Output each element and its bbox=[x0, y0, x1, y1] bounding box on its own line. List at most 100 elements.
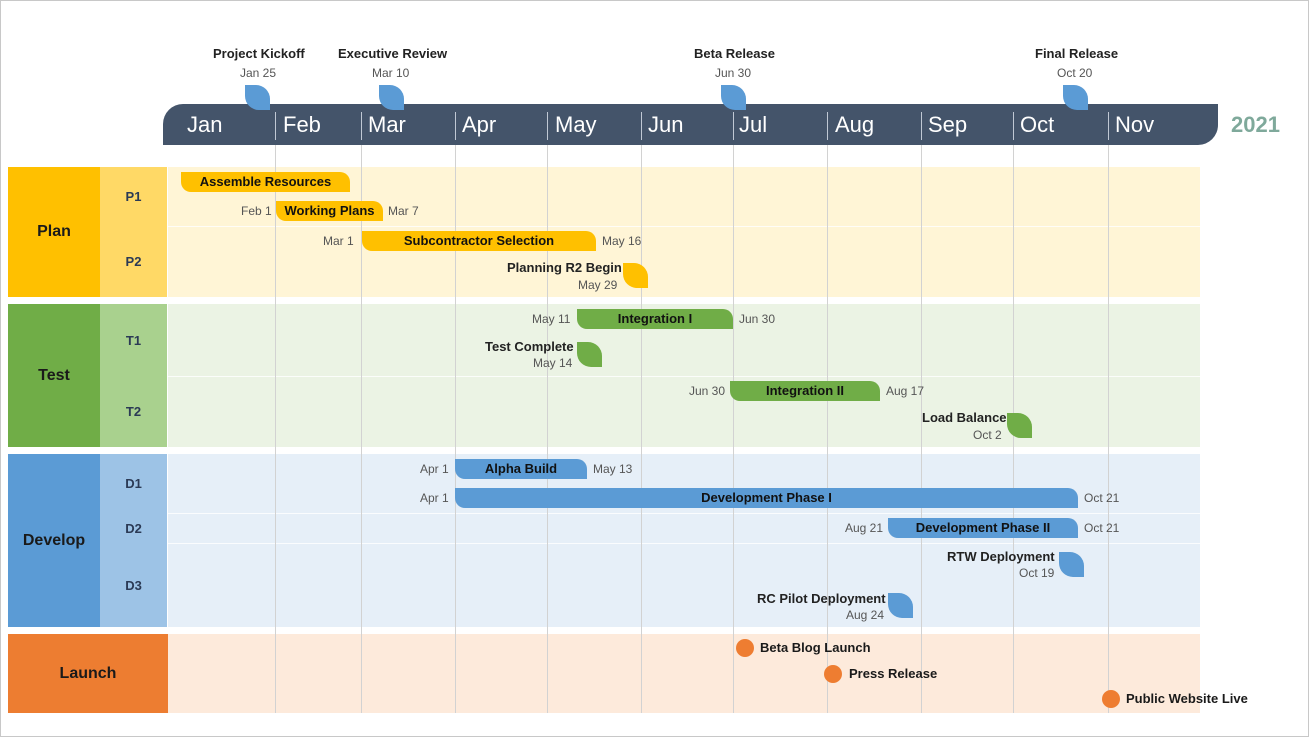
milestone-marker bbox=[577, 342, 602, 367]
top-milestone-label: Executive Review bbox=[338, 46, 448, 61]
top-milestone-date: Jan 25 bbox=[240, 66, 277, 80]
month-gridline bbox=[1108, 145, 1109, 713]
top-milestone-date: Jun 30 bbox=[715, 66, 752, 80]
milestone-label: Test Complete bbox=[485, 339, 574, 354]
month-separator bbox=[921, 112, 922, 140]
task-start-date: Mar 1 bbox=[323, 234, 354, 248]
month-jun: Jun bbox=[648, 112, 684, 137]
month-gridline bbox=[275, 145, 276, 713]
month-separator bbox=[641, 112, 642, 140]
month-gridline bbox=[547, 145, 548, 713]
task-end-date: Aug 17 bbox=[886, 384, 925, 398]
top-milestone-label: Beta Release bbox=[694, 46, 775, 61]
month-separator bbox=[1013, 112, 1014, 140]
milestone-label: Planning R2 Begin bbox=[507, 260, 622, 275]
task-bar: Subcontractor Selection bbox=[362, 231, 596, 251]
milestone-label: RC Pilot Deployment bbox=[757, 591, 886, 606]
task-start-date: Apr 1 bbox=[420, 462, 449, 476]
milestone-date: Aug 24 bbox=[846, 608, 885, 622]
top-milestone-date: Mar 10 bbox=[372, 66, 410, 80]
month-separator bbox=[275, 112, 276, 140]
group-develop-label: Develop bbox=[22, 531, 86, 549]
sub-label: P2 bbox=[125, 254, 142, 269]
month-gridline bbox=[921, 145, 922, 713]
task-start-date: May 11 bbox=[532, 312, 571, 326]
task-end-date: May 13 bbox=[593, 462, 633, 476]
task-start-date: Aug 21 bbox=[845, 521, 884, 535]
group-test-label: Test bbox=[38, 366, 70, 384]
milestone-label: RTW Deployment bbox=[947, 549, 1055, 564]
sub-label: D1 bbox=[125, 476, 142, 491]
milestone-marker bbox=[379, 85, 404, 110]
task-end-date: May 16 bbox=[602, 234, 642, 248]
sub-label: D2 bbox=[125, 520, 142, 536]
sub-p1: P1 bbox=[100, 167, 167, 226]
launch-event-label: Press Release bbox=[849, 666, 938, 681]
milestone-marker bbox=[888, 593, 913, 618]
launch-event-marker bbox=[1102, 690, 1120, 708]
task-end-date: Oct 21 bbox=[1084, 491, 1120, 505]
group-test: Test bbox=[8, 304, 100, 447]
task-start-date: Feb 1 bbox=[241, 204, 272, 218]
task-bar: Development Phase I bbox=[455, 488, 1078, 508]
milestone-marker bbox=[623, 263, 648, 288]
month-apr: Apr bbox=[462, 112, 497, 137]
row-divider bbox=[168, 513, 1200, 514]
month-may: May bbox=[555, 112, 597, 137]
sub-d3: D3 bbox=[100, 543, 167, 627]
sub-t2: T2 bbox=[100, 376, 167, 447]
sub-t1: T1 bbox=[100, 304, 167, 376]
month-gridline bbox=[361, 145, 362, 713]
sub-label: T2 bbox=[125, 404, 142, 419]
launch-event-marker bbox=[736, 639, 754, 657]
task-end-date: Jun 30 bbox=[739, 312, 776, 326]
task-start-date: Apr 1 bbox=[420, 491, 449, 505]
milestone-marker bbox=[721, 85, 746, 110]
row-divider bbox=[168, 376, 1200, 377]
sub-label: T1 bbox=[125, 332, 142, 348]
milestone-marker bbox=[245, 85, 270, 110]
sub-d1: D1 bbox=[100, 454, 167, 513]
launch-band bbox=[168, 634, 1200, 713]
month-separator bbox=[455, 112, 456, 140]
task-end-date: Mar 7 bbox=[388, 204, 419, 218]
month-oct: Oct bbox=[1020, 112, 1055, 137]
task-end-date: Oct 21 bbox=[1084, 521, 1120, 535]
milestone-date: May 14 bbox=[533, 356, 573, 370]
task-bar: Development Phase II bbox=[888, 518, 1078, 538]
group-plan: Plan bbox=[8, 167, 100, 297]
task-start-date: Jun 30 bbox=[689, 384, 726, 398]
timeline-bar bbox=[163, 104, 1218, 145]
milestone-marker bbox=[1063, 85, 1088, 110]
month-aug: Aug bbox=[835, 112, 875, 137]
month-gridline bbox=[733, 145, 734, 713]
month-separator bbox=[733, 112, 734, 140]
group-plan-label: Plan bbox=[37, 223, 71, 240]
month-mar: Mar bbox=[368, 112, 406, 137]
develop-band bbox=[168, 454, 1200, 627]
month-gridline bbox=[641, 145, 642, 713]
milestone-label: Load Balance bbox=[922, 410, 1007, 425]
task-bar: Integration II bbox=[730, 381, 880, 401]
sub-d2: D2 bbox=[100, 513, 167, 543]
month-separator bbox=[547, 112, 548, 140]
month-feb: Feb bbox=[283, 112, 321, 137]
task-bar: Assemble Resources bbox=[181, 172, 350, 192]
milestone-marker bbox=[1059, 552, 1084, 577]
top-milestone-label: Project Kickoff bbox=[213, 46, 305, 61]
milestone-date: May 29 bbox=[578, 278, 618, 292]
year-label: 2021 bbox=[1231, 112, 1280, 137]
month-gridline bbox=[827, 145, 828, 713]
launch-event-label: Public Website Live bbox=[1126, 691, 1248, 706]
top-milestone-date: Oct 20 bbox=[1057, 66, 1093, 80]
month-jan: Jan bbox=[187, 112, 223, 137]
launch-event-marker bbox=[824, 665, 842, 683]
group-develop: Develop bbox=[8, 454, 100, 627]
month-separator bbox=[827, 112, 828, 140]
launch-event-label: Beta Blog Launch bbox=[760, 640, 871, 655]
milestone-marker bbox=[1007, 413, 1032, 438]
sub-label: D3 bbox=[125, 577, 142, 593]
sub-label: P1 bbox=[125, 189, 142, 204]
row-divider bbox=[168, 543, 1200, 544]
row-divider bbox=[168, 226, 1200, 227]
